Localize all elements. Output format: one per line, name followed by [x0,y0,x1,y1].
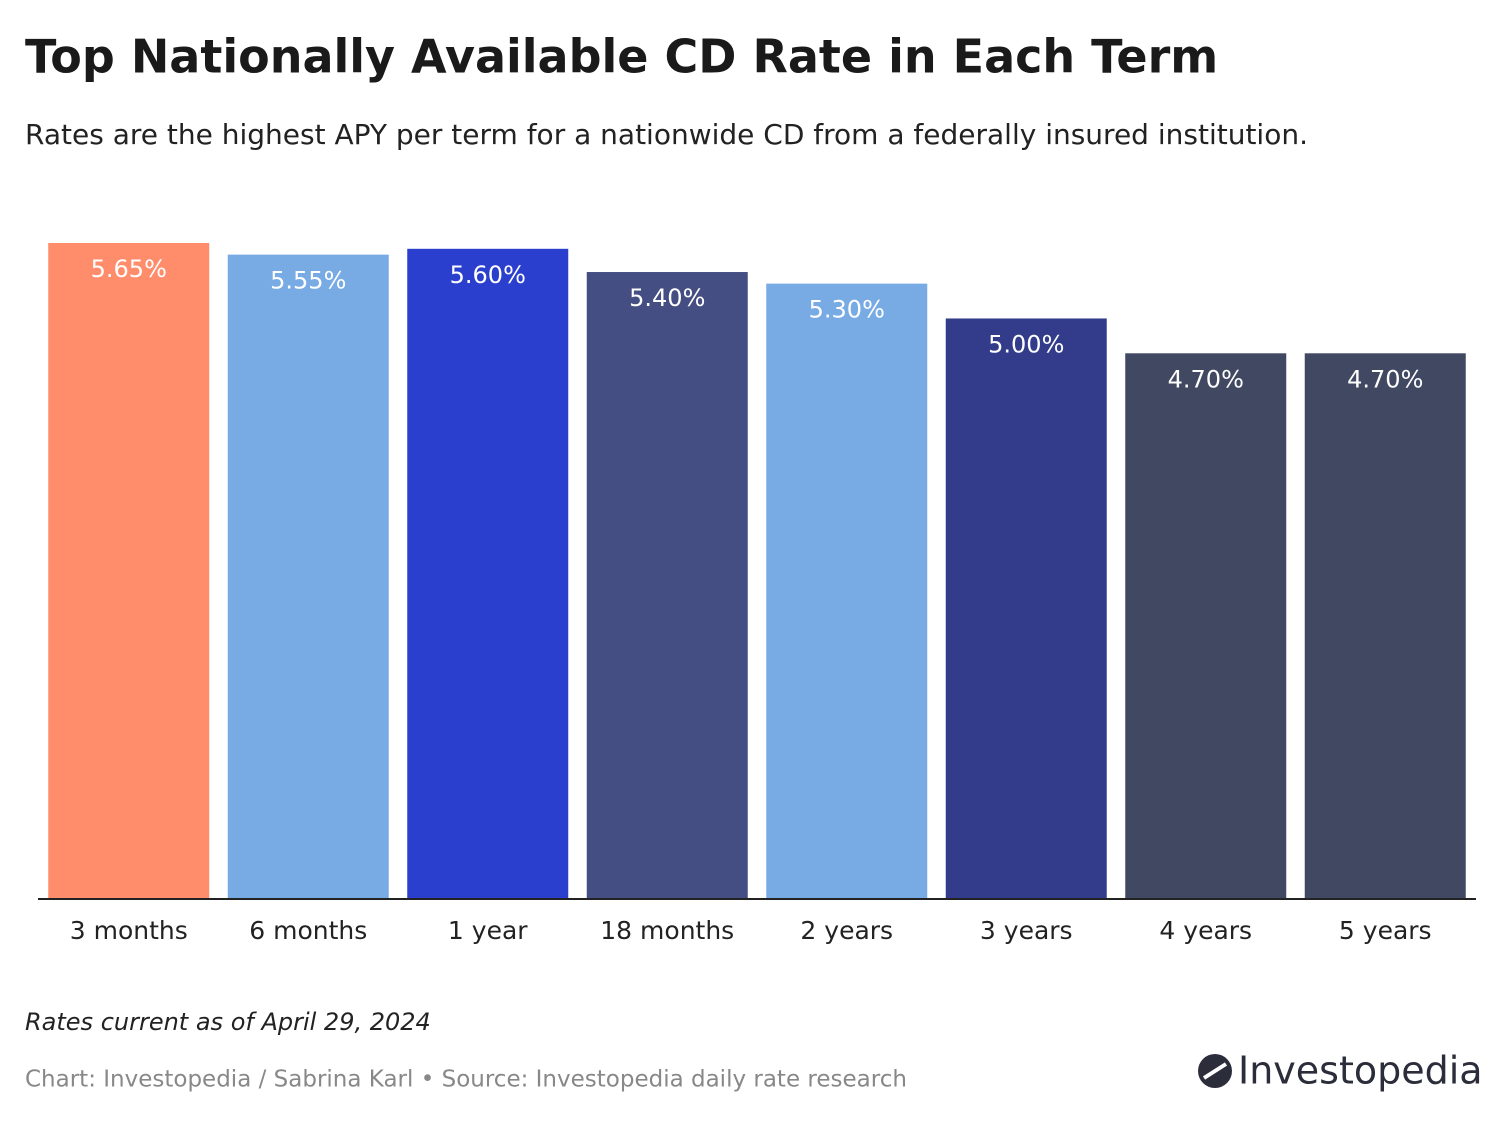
x-tick-label: 3 months [70,916,188,945]
x-tick-label: 5 years [1339,916,1432,945]
source: Chart: Investopedia / Sabrina Karl • Sou… [25,1067,907,1093]
bar [48,243,210,899]
bar [586,272,748,899]
brand-logo: Investopedia [1198,1049,1483,1093]
value-label: 4.70% [1347,365,1423,393]
value-label: 5.40% [629,284,705,312]
x-tick-label: 1 year [448,916,528,945]
x-tick-label: 6 months [249,916,367,945]
bar [1125,353,1287,899]
bar [407,248,569,900]
value-label: 5.65% [91,255,167,283]
logo-icon-stroke [1202,1062,1228,1080]
x-tick-label: 18 months [600,916,734,945]
chart-title: Top Nationally Available CD Rate in Each… [25,30,1218,84]
value-label: 5.55% [270,267,346,295]
x-tick-label: 4 years [1159,916,1252,945]
value-label: 5.60% [450,261,526,289]
bar [945,318,1107,900]
value-label: 5.30% [809,296,885,324]
bar [766,283,928,899]
footnote: Rates current as of April 29, 2024 [25,1008,431,1036]
bar [1304,353,1466,899]
chart-subtitle: Rates are the highest APY per term for a… [25,118,1308,151]
bar [227,254,389,900]
value-label: 4.70% [1168,365,1244,393]
x-tick-label: 2 years [800,916,893,945]
value-label: 5.00% [988,330,1064,358]
brand-name: Investopedia [1238,1049,1483,1093]
x-tick-label: 3 years [980,916,1073,945]
